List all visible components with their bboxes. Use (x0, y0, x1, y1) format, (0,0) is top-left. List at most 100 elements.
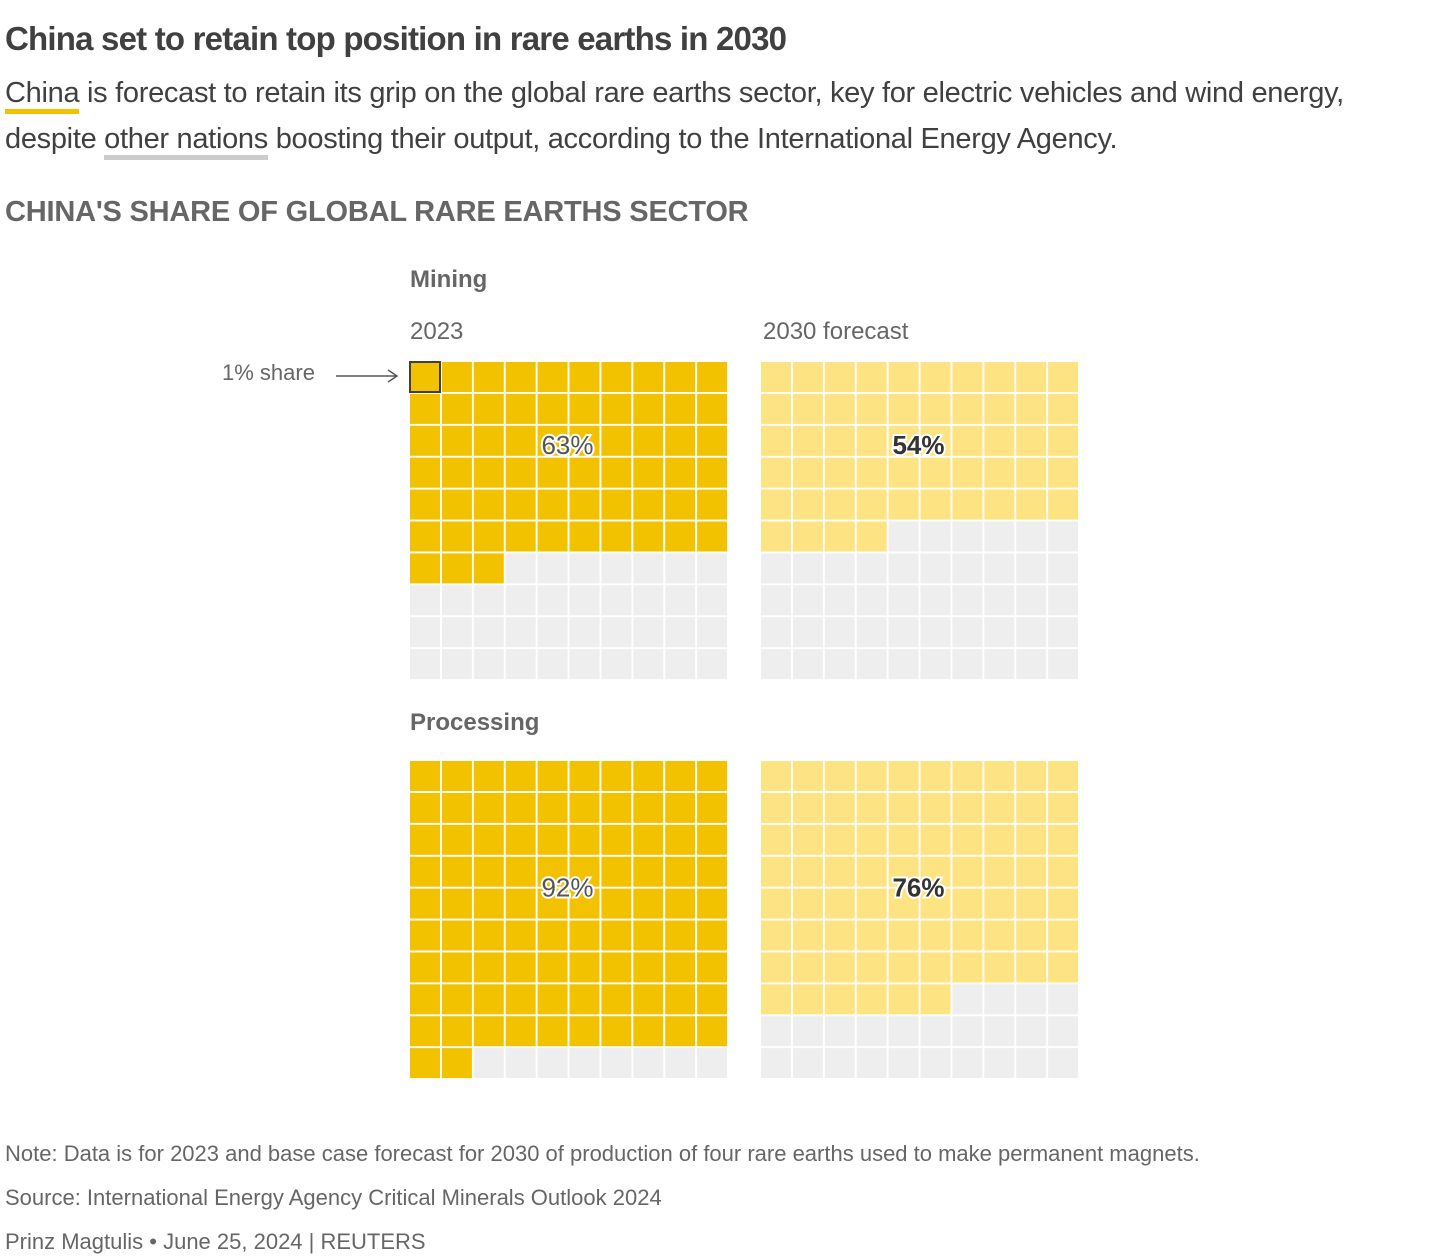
waffle-cell-china (952, 920, 983, 951)
waffle-cell-other (792, 553, 823, 584)
waffle-cell-china (633, 984, 664, 1015)
waffle-cell-other (984, 1048, 1015, 1079)
waffle-cell-china (920, 888, 951, 919)
waffle-cell-china (952, 856, 983, 887)
waffle-cell-china (824, 952, 855, 983)
waffle-cell-china (1016, 457, 1047, 488)
waffle-cell-china (569, 457, 600, 488)
waffle-cell-china (792, 792, 823, 823)
waffle-cell-other (761, 617, 791, 648)
waffle-cell-china (984, 362, 1015, 392)
waffle-cell-china (697, 393, 728, 424)
waffle-cell-china (537, 489, 568, 520)
waffle-cell-other (856, 1016, 887, 1047)
waffle-cell-other (824, 1048, 855, 1079)
waffle-cell-china (824, 489, 855, 520)
waffle-cell-other (665, 585, 696, 616)
waffle-cell-china (824, 393, 855, 424)
waffle-cell-china (505, 362, 536, 392)
waffle-cell-other (952, 617, 983, 648)
waffle-cell-china (920, 761, 951, 791)
waffle-cell-china (824, 920, 855, 951)
section-title: CHINA'S SHARE OF GLOBAL RARE EARTHS SECT… (5, 196, 749, 228)
waffle-cell-china (856, 425, 887, 456)
waffle-cell-china (473, 1016, 504, 1047)
waffle-cell-china (537, 984, 568, 1015)
waffle-cell-china (601, 1016, 632, 1047)
waffle-cell-china (1048, 425, 1079, 456)
waffle-cell-china (984, 761, 1015, 791)
waffle-cell-china (473, 761, 504, 791)
waffle-cell-other (856, 553, 887, 584)
waffle-cell-china (665, 761, 696, 791)
waffle-cell-other (537, 1048, 568, 1079)
waffle-cell-china (473, 457, 504, 488)
waffle-cell-china (410, 952, 440, 983)
waffle-cell-china (537, 393, 568, 424)
waffle-cell-china (633, 856, 664, 887)
waffle-cell-china (473, 952, 504, 983)
waffle-cell-other (920, 617, 951, 648)
waffle-cell-china (984, 457, 1015, 488)
waffle-cell-other (920, 1016, 951, 1047)
waffle-cell-china (824, 457, 855, 488)
waffle-cell-china (1016, 425, 1047, 456)
waffle-cell-china (633, 489, 664, 520)
waffle-cell-other (441, 649, 472, 680)
column-label-2030: 2030 forecast (763, 318, 909, 345)
waffle-cell-china (952, 489, 983, 520)
waffle-cell-other (697, 617, 728, 648)
waffle-cell-china (601, 856, 632, 887)
waffle-cell-china (761, 952, 791, 983)
waffle-cell-china (537, 425, 568, 456)
one-percent-annotation: 1% share (222, 360, 315, 385)
waffle-cell-china (952, 362, 983, 392)
waffle-cell-china (1016, 792, 1047, 823)
waffle-cell-other (856, 617, 887, 648)
waffle-cell-china (952, 425, 983, 456)
waffle-cell-china (984, 952, 1015, 983)
waffle-cell-china (410, 888, 440, 919)
waffle-cell-china (441, 920, 472, 951)
waffle-cell-china (441, 457, 472, 488)
waffle-cell-other (761, 553, 791, 584)
waffle-cell-other (633, 1048, 664, 1079)
waffle-cell-china (601, 984, 632, 1015)
waffle-cell-china (410, 362, 440, 392)
waffle-cell-china (697, 1016, 728, 1047)
waffle-cell-other (633, 617, 664, 648)
waffle-cell-china (697, 952, 728, 983)
waffle-cell-china (920, 824, 951, 855)
waffle-cell-china (792, 952, 823, 983)
waffle-cell-china (601, 888, 632, 919)
value-label-mining-2030: 54% (892, 430, 944, 460)
waffle-cell-china (792, 888, 823, 919)
waffle-cell-china (633, 952, 664, 983)
waffle-cell-china (856, 457, 887, 488)
waffle-cell-other (505, 617, 536, 648)
waffle-cell-other (984, 617, 1015, 648)
waffle-cell-china (537, 761, 568, 791)
waffle-cell-china (761, 888, 791, 919)
waffle-cell-china (441, 761, 472, 791)
waffle-cell-china (505, 489, 536, 520)
waffle-cell-china (888, 761, 919, 791)
one-percent-cell-outline (409, 361, 441, 393)
waffle-cell-china (633, 792, 664, 823)
waffle-cell-china (537, 888, 568, 919)
waffle-cell-other (856, 1048, 887, 1079)
waffle-cell-china (633, 362, 664, 392)
waffle-cell-other (888, 553, 919, 584)
waffle-cell-china (410, 761, 440, 791)
waffle-cell-other (888, 1016, 919, 1047)
waffle-cell-other (856, 649, 887, 680)
waffle-cell-china (569, 425, 600, 456)
waffle-cell-other (665, 553, 696, 584)
waffle-cell-china (410, 984, 440, 1015)
waffle-cell-china (824, 824, 855, 855)
waffle-cell-china (920, 457, 951, 488)
waffle-cell-china (697, 824, 728, 855)
waffle-cell-other (1016, 521, 1047, 552)
column-label-2023: 2023 (410, 318, 464, 345)
